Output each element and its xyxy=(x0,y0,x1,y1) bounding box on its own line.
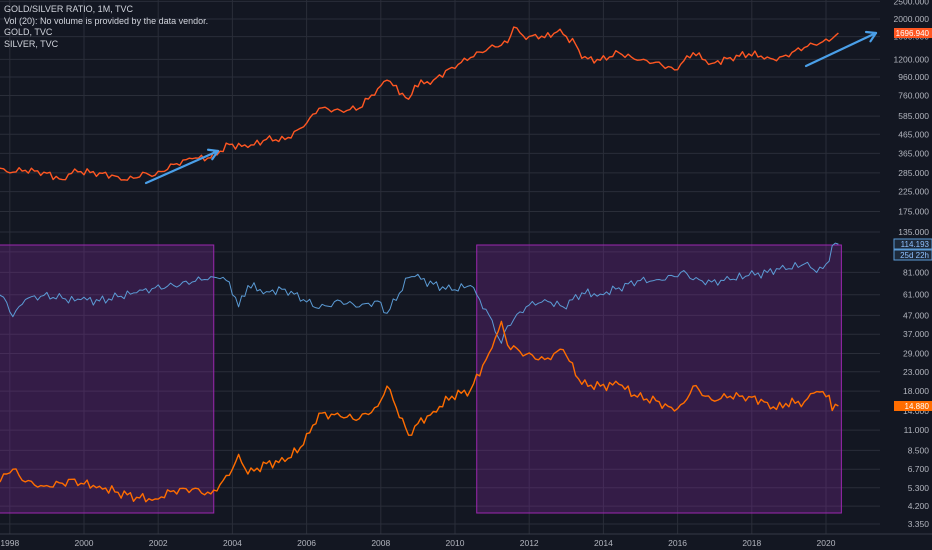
ratio-countdown-tag: 25d 22h xyxy=(893,249,932,261)
svg-text:14.880: 14.880 xyxy=(905,402,930,411)
silver-price-tag: 14.880 xyxy=(894,401,932,411)
x-tick-label: 2006 xyxy=(297,538,316,548)
price-axis[interactable]: 2500.0002000.0001600.0001200.000960.0007… xyxy=(894,0,930,529)
price-tags: 1696.940 114.193 25d 22h 14.880 xyxy=(893,28,932,411)
y-tick-label: 365.000 xyxy=(898,148,929,158)
legend: GOLD/SILVER RATIO, 1M, TVC Vol (20): No … xyxy=(4,4,208,50)
highlight-boxes xyxy=(0,244,842,514)
y-tick-label: 18.000 xyxy=(903,386,929,396)
y-tick-label: 3.350 xyxy=(908,519,930,529)
x-tick-label: 2004 xyxy=(223,538,242,548)
highlight-box xyxy=(0,244,215,514)
y-tick-label: 5.300 xyxy=(908,483,930,493)
y-tick-label: 760.000 xyxy=(898,90,929,100)
y-tick-label: 61.000 xyxy=(903,290,929,300)
x-tick-label: 2010 xyxy=(446,538,465,548)
highlight-box xyxy=(476,244,842,514)
y-tick-label: 37.000 xyxy=(903,329,929,339)
y-tick-label: 1200.000 xyxy=(894,54,930,64)
x-tick-label: 2002 xyxy=(149,538,168,548)
silver-line[interactable] xyxy=(0,320,839,503)
grid xyxy=(0,0,880,534)
x-tick-label: 2020 xyxy=(817,538,836,548)
gold-line[interactable] xyxy=(0,26,839,181)
y-tick-label: 29.000 xyxy=(903,348,929,358)
ratio-price-tag: 114.193 xyxy=(893,238,932,250)
y-tick-label: 135.000 xyxy=(898,227,929,237)
svg-text:114.193: 114.193 xyxy=(901,240,930,249)
y-tick-label: 175.000 xyxy=(898,206,929,216)
legend-silver[interactable]: SILVER, TVC xyxy=(4,38,59,49)
y-tick-label: 14.000 xyxy=(903,406,929,416)
trend-arrows xyxy=(144,30,878,185)
y-tick-label: 2000.000 xyxy=(894,14,930,24)
y-tick-label: 81.000 xyxy=(903,267,929,277)
y-tick-label: 4.200 xyxy=(908,501,930,511)
y-tick-label: 2500.000 xyxy=(894,0,930,6)
x-tick-label: 2000 xyxy=(75,538,94,548)
y-tick-label: 960.000 xyxy=(898,72,929,82)
x-tick-label: 1998 xyxy=(0,538,19,548)
series xyxy=(0,26,839,503)
svg-text:25d 22h: 25d 22h xyxy=(900,251,929,260)
y-tick-label: 11.000 xyxy=(904,425,930,435)
y-tick-label: 465.000 xyxy=(898,129,929,139)
legend-volume-note: Vol (20): No volume is provided by the d… xyxy=(4,15,209,26)
y-tick-label: 47.000 xyxy=(903,310,929,320)
y-tick-label: 6.700 xyxy=(908,464,930,474)
x-tick-label: 2018 xyxy=(742,538,761,548)
y-tick-label: 585.000 xyxy=(898,111,929,121)
legend-ratio-title[interactable]: GOLD/SILVER RATIO, 1M, TVC xyxy=(4,4,134,14)
time-axis[interactable]: 1998 2000 2002 2004 2006 2008 2010 2012 2014 2016… xyxy=(0,533,932,548)
x-tick-label: 2012 xyxy=(520,538,539,548)
trend-arrow-left[interactable] xyxy=(144,148,220,185)
ratio-line[interactable] xyxy=(0,242,839,344)
y-tick-label: 225.000 xyxy=(898,187,929,197)
x-tick-label: 2016 xyxy=(668,538,687,548)
trend-arrow-right[interactable] xyxy=(804,30,878,68)
svg-text:1696.940: 1696.940 xyxy=(896,29,930,38)
x-tick-label: 2014 xyxy=(594,538,613,548)
y-tick-label: 285.000 xyxy=(898,168,929,178)
y-tick-label: 8.500 xyxy=(908,445,930,455)
x-tick-label: 2008 xyxy=(371,538,390,548)
gold-price-tag: 1696.940 xyxy=(894,28,932,38)
y-tick-label: 23.000 xyxy=(903,367,929,377)
legend-gold[interactable]: GOLD, TVC xyxy=(4,27,53,37)
